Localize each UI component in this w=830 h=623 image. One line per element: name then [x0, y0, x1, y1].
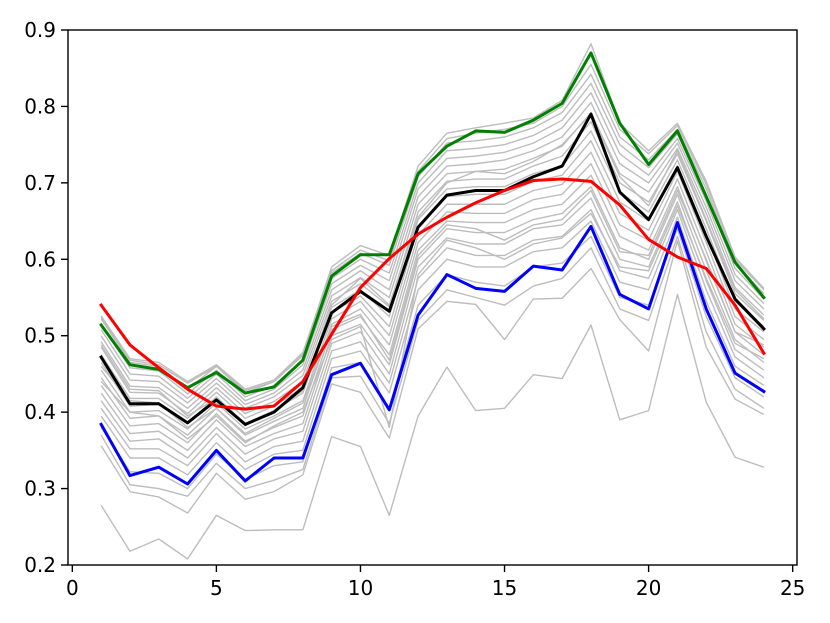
background-series-line-5	[100, 216, 765, 476]
background-series-line-2	[100, 240, 765, 514]
background-series-line-24	[100, 113, 765, 427]
x-tick-label: 10	[348, 576, 373, 600]
background-series-line-20	[100, 63, 765, 390]
y-tick-label: 0.2	[24, 553, 56, 577]
series-line-4	[99, 177, 766, 411]
y-tick-label: 0.4	[24, 400, 56, 424]
background-series-line-9	[100, 174, 765, 444]
background-series-line-3	[100, 235, 765, 497]
x-tick-label: 25	[780, 576, 805, 600]
background-series-line-16	[100, 101, 765, 406]
background-series-line-8	[100, 185, 765, 452]
y-tick-label: 0.5	[24, 324, 56, 348]
background-series-line-11	[100, 151, 765, 430]
x-tick-label: 5	[210, 576, 223, 600]
y-tick-label: 0.9	[24, 18, 56, 42]
background-series-line-7	[100, 197, 765, 459]
y-tick-label: 0.3	[24, 477, 56, 501]
background-series-line-15	[100, 111, 765, 410]
x-tick-label: 20	[636, 576, 661, 600]
y-tick-label: 0.8	[24, 94, 56, 118]
y-tick-label: 0.6	[24, 247, 56, 271]
highlighted-series-group	[99, 51, 766, 486]
background-series-line-17	[100, 91, 765, 402]
background-series-line-21	[100, 43, 765, 392]
background-series-line-22	[100, 205, 765, 444]
background-series-line-13	[100, 130, 765, 419]
plot-area-frame	[67, 29, 798, 566]
background-series-group	[100, 43, 765, 560]
series-line-1	[99, 51, 766, 395]
x-tick-label: 15	[492, 576, 517, 600]
x-tick-label: 0	[66, 576, 79, 600]
background-series-line-23	[100, 189, 765, 435]
background-series-line-1	[100, 293, 765, 560]
y-tick-label: 0.7	[24, 171, 56, 195]
series-line-3	[99, 221, 766, 486]
axis-ticks-group: 0 5 10 15 20 25 0.2 0.3 0.4 0.5 0.6 0.7 0.8 0.9	[24, 18, 805, 600]
background-series-line-14	[100, 121, 765, 415]
background-series-line-6	[100, 208, 765, 467]
